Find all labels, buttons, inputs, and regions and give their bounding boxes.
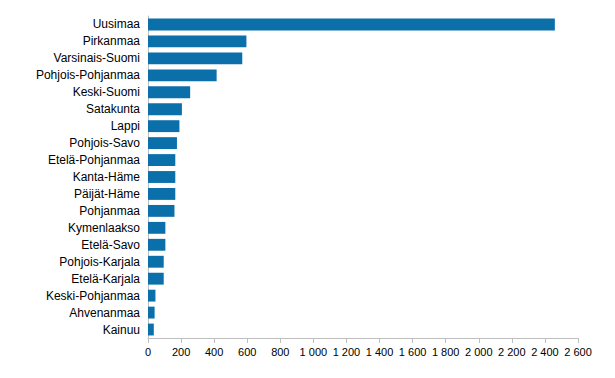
svg-text:Pohjanmaa: Pohjanmaa <box>79 204 140 218</box>
svg-text:1 800: 1 800 <box>432 346 460 358</box>
svg-text:Lappi: Lappi <box>111 119 140 133</box>
svg-text:1 000: 1 000 <box>300 346 328 358</box>
svg-text:400: 400 <box>205 346 223 358</box>
svg-text:Etelä-Pohjanmaa: Etelä-Pohjanmaa <box>48 153 140 167</box>
svg-text:Keski-Suomi: Keski-Suomi <box>73 85 140 99</box>
svg-text:Päijät-Häme: Päijät-Häme <box>74 187 140 201</box>
svg-text:0: 0 <box>145 346 151 358</box>
svg-text:800: 800 <box>271 346 289 358</box>
svg-text:Satakunta: Satakunta <box>86 102 140 116</box>
svg-text:Varsinais-Suomi: Varsinais-Suomi <box>54 51 140 65</box>
svg-text:Kymenlaakso: Kymenlaakso <box>68 221 140 235</box>
svg-text:1 400: 1 400 <box>366 346 394 358</box>
svg-text:Keski-Pohjanmaa: Keski-Pohjanmaa <box>46 289 140 303</box>
svg-text:Etelä-Savo: Etelä-Savo <box>81 238 140 252</box>
svg-text:2 400: 2 400 <box>531 346 559 358</box>
svg-text:2 600: 2 600 <box>564 346 592 358</box>
svg-text:200: 200 <box>172 346 190 358</box>
svg-text:600: 600 <box>238 346 256 358</box>
svg-text:2 200: 2 200 <box>498 346 526 358</box>
svg-text:1 200: 1 200 <box>333 346 361 358</box>
svg-text:Pohjois-Savo: Pohjois-Savo <box>69 136 140 150</box>
svg-text:1 600: 1 600 <box>399 346 427 358</box>
svg-text:Kanta-Häme: Kanta-Häme <box>73 170 141 184</box>
svg-text:Uusimaa: Uusimaa <box>93 17 141 31</box>
svg-text:2 000: 2 000 <box>465 346 493 358</box>
svg-text:Pirkanmaa: Pirkanmaa <box>83 34 141 48</box>
svg-text:Pohjois-Karjala: Pohjois-Karjala <box>59 255 140 269</box>
svg-text:Ahvenanmaa: Ahvenanmaa <box>69 306 140 320</box>
svg-text:Kainuu: Kainuu <box>103 323 140 337</box>
svg-text:Etelä-Karjala: Etelä-Karjala <box>71 272 140 286</box>
svg-text:Pohjois-Pohjanmaa: Pohjois-Pohjanmaa <box>36 68 140 82</box>
